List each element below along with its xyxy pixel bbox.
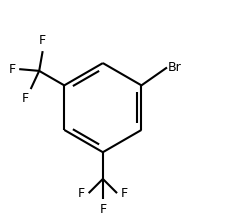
Text: F: F [9,63,16,76]
Text: F: F [99,203,106,216]
Text: F: F [21,92,28,105]
Text: F: F [78,187,85,200]
Text: F: F [39,34,46,47]
Text: F: F [120,187,127,200]
Text: Br: Br [167,61,181,74]
